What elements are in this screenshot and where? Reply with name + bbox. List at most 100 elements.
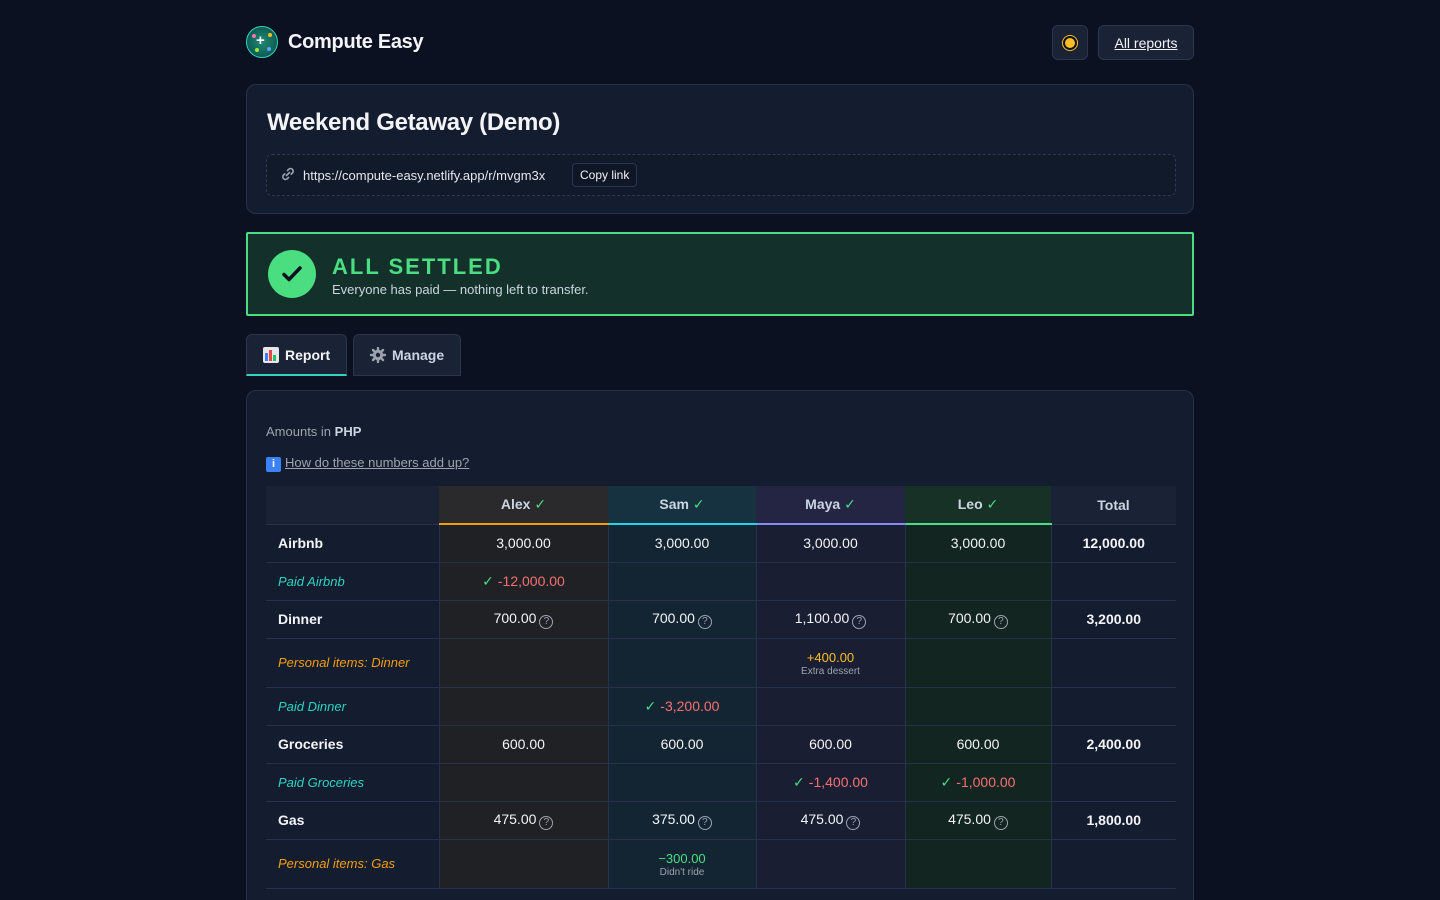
- row-label: Paid Airbnb: [266, 562, 440, 601]
- column-header-alex: Alex ✓: [439, 486, 608, 525]
- cell-leo: [905, 638, 1052, 688]
- help-icon[interactable]: ?: [993, 815, 1008, 830]
- how-numbers-add-up-link[interactable]: i How do these numbers add up?: [266, 455, 469, 472]
- help-icon[interactable]: ?: [539, 815, 554, 830]
- check-icon: ✓: [844, 496, 856, 512]
- gear-icon: [370, 347, 386, 363]
- theme-toggle-button[interactable]: [1052, 25, 1088, 60]
- cell-total: 1,800.00: [1051, 801, 1176, 840]
- cell-sam: ✓ -3,200.00: [608, 687, 757, 726]
- cell-maya: [756, 687, 906, 726]
- check-circle-icon: [268, 250, 316, 298]
- cell-total: [1051, 562, 1176, 601]
- check-icon: ✓: [692, 496, 705, 512]
- cell-leo: [905, 687, 1052, 726]
- header-blank: [266, 486, 439, 525]
- row-label: Airbnb: [266, 524, 440, 563]
- cell-total: 2,400.00: [1051, 725, 1176, 764]
- cell-leo: [905, 562, 1052, 601]
- copy-link-button[interactable]: Copy link: [572, 163, 638, 187]
- report-table-card: Amounts in PHP i How do these numbers add…: [246, 390, 1194, 900]
- cell-total: [1051, 839, 1176, 889]
- table-row: Personal items: Gas −300.00 Didn't ride: [266, 839, 1176, 889]
- cell-total: [1051, 638, 1176, 688]
- row-label: Paid Dinner: [266, 687, 440, 726]
- cell-leo: 475.00?: [905, 801, 1052, 840]
- tab-report[interactable]: Report: [246, 334, 347, 376]
- settled-title: ALL SETTLED: [332, 254, 503, 279]
- table-row: Paid Groceries ✓ -1,400.00 ✓ -1,000.00: [266, 763, 1176, 802]
- all-reports-button[interactable]: All reports: [1098, 25, 1194, 60]
- row-label: Personal items: Dinner: [266, 638, 440, 688]
- bar-chart-icon: [263, 346, 279, 363]
- tab-manage[interactable]: Manage: [353, 334, 461, 376]
- help-icon[interactable]: ?: [697, 815, 712, 830]
- table-row: Groceries 600.00 600.00 600.00 600.00 2,…: [266, 725, 1176, 764]
- cell-leo: [905, 839, 1052, 889]
- cell-alex: 700.00?: [439, 600, 609, 639]
- table-row: Paid Dinner ✓ -3,200.00: [266, 687, 1176, 726]
- currency-code: PHP: [334, 424, 362, 439]
- table-row: Personal items: Dinner +400.00 Extra dess…: [266, 638, 1176, 688]
- cell-alex: [439, 687, 609, 726]
- cell-leo: ✓ -1,000.00: [905, 763, 1052, 802]
- cell-alex: 475.00?: [439, 801, 609, 840]
- column-header-maya: Maya ✓: [756, 486, 905, 525]
- cell-alex: ✓ -12,000.00: [439, 562, 609, 601]
- cell-leo: 600.00: [905, 725, 1052, 764]
- cell-alex: [439, 839, 609, 889]
- sun-icon: [1065, 37, 1075, 48]
- cell-alex: 600.00: [439, 725, 609, 764]
- expense-table: Alex ✓ Sam ✓ Maya ✓ Leo ✓ Total Airbnb 3…: [266, 486, 1176, 889]
- help-icon[interactable]: ?: [852, 614, 867, 629]
- cell-total: [1051, 763, 1176, 802]
- tab-report-label: Report: [285, 346, 331, 363]
- help-icon[interactable]: ?: [993, 614, 1008, 629]
- share-link-row: https://compute-easy.netlify.app/r/mvgm3…: [266, 154, 1176, 196]
- help-icon[interactable]: ?: [846, 815, 861, 830]
- cell-sam: 3,000.00: [608, 524, 757, 563]
- row-label: Gas: [266, 801, 440, 840]
- cell-maya: 600.00: [756, 725, 906, 764]
- app-header: + Compute Easy All reports: [246, 25, 1194, 61]
- cell-sam: 700.00?: [608, 600, 757, 639]
- row-label: Dinner: [266, 600, 440, 639]
- check-icon: ✓: [793, 773, 805, 790]
- row-label: Groceries: [266, 725, 440, 764]
- table-row: Dinner 700.00? 700.00? 1,100.00? 700.00?…: [266, 600, 1176, 639]
- cell-maya: [756, 562, 906, 601]
- check-icon: ✓: [534, 496, 547, 512]
- cell-total: [1051, 687, 1176, 726]
- currency-info: Amounts in PHP: [266, 424, 362, 439]
- settled-subtitle: Everyone has paid — nothing left to tran…: [332, 282, 589, 297]
- item-note: Extra dessert: [801, 665, 860, 677]
- report-title-card: Weekend Getaway (Demo) https://compute-e…: [246, 84, 1194, 214]
- report-title: Weekend Getaway (Demo): [267, 109, 561, 136]
- cell-alex: [439, 638, 609, 688]
- cell-leo: 3,000.00: [905, 524, 1052, 563]
- check-icon: ✓: [482, 572, 494, 589]
- check-icon: ✓: [986, 496, 999, 512]
- check-icon: ✓: [940, 773, 953, 790]
- settled-banner: ALL SETTLED Everyone has paid — nothing …: [246, 232, 1194, 316]
- info-icon: i: [266, 457, 281, 472]
- cell-maya: [756, 839, 906, 889]
- column-header-sam: Sam ✓: [608, 486, 756, 525]
- row-label: Personal items: Gas: [266, 839, 440, 889]
- cell-maya: +400.00 Extra dessert: [756, 638, 906, 688]
- cell-sam: [608, 638, 757, 688]
- cell-total: 12,000.00: [1051, 524, 1176, 563]
- cell-alex: 3,000.00: [439, 524, 609, 563]
- cell-sam: 600.00: [608, 725, 757, 764]
- share-link-url[interactable]: https://compute-easy.netlify.app/r/mvgm3…: [303, 168, 546, 183]
- table-header-row: Alex ✓ Sam ✓ Maya ✓ Leo ✓ Total: [266, 486, 1176, 525]
- item-note: Didn't ride: [659, 866, 705, 878]
- column-header-total: Total: [1051, 486, 1176, 525]
- table-row: Paid Airbnb ✓ -12,000.00: [266, 562, 1176, 601]
- cell-sam: [608, 562, 757, 601]
- cell-maya: 475.00?: [756, 801, 906, 840]
- help-icon[interactable]: ?: [697, 614, 712, 629]
- cell-sam: 375.00?: [608, 801, 757, 840]
- cell-maya: 3,000.00: [756, 524, 906, 563]
- help-icon[interactable]: ?: [539, 614, 554, 629]
